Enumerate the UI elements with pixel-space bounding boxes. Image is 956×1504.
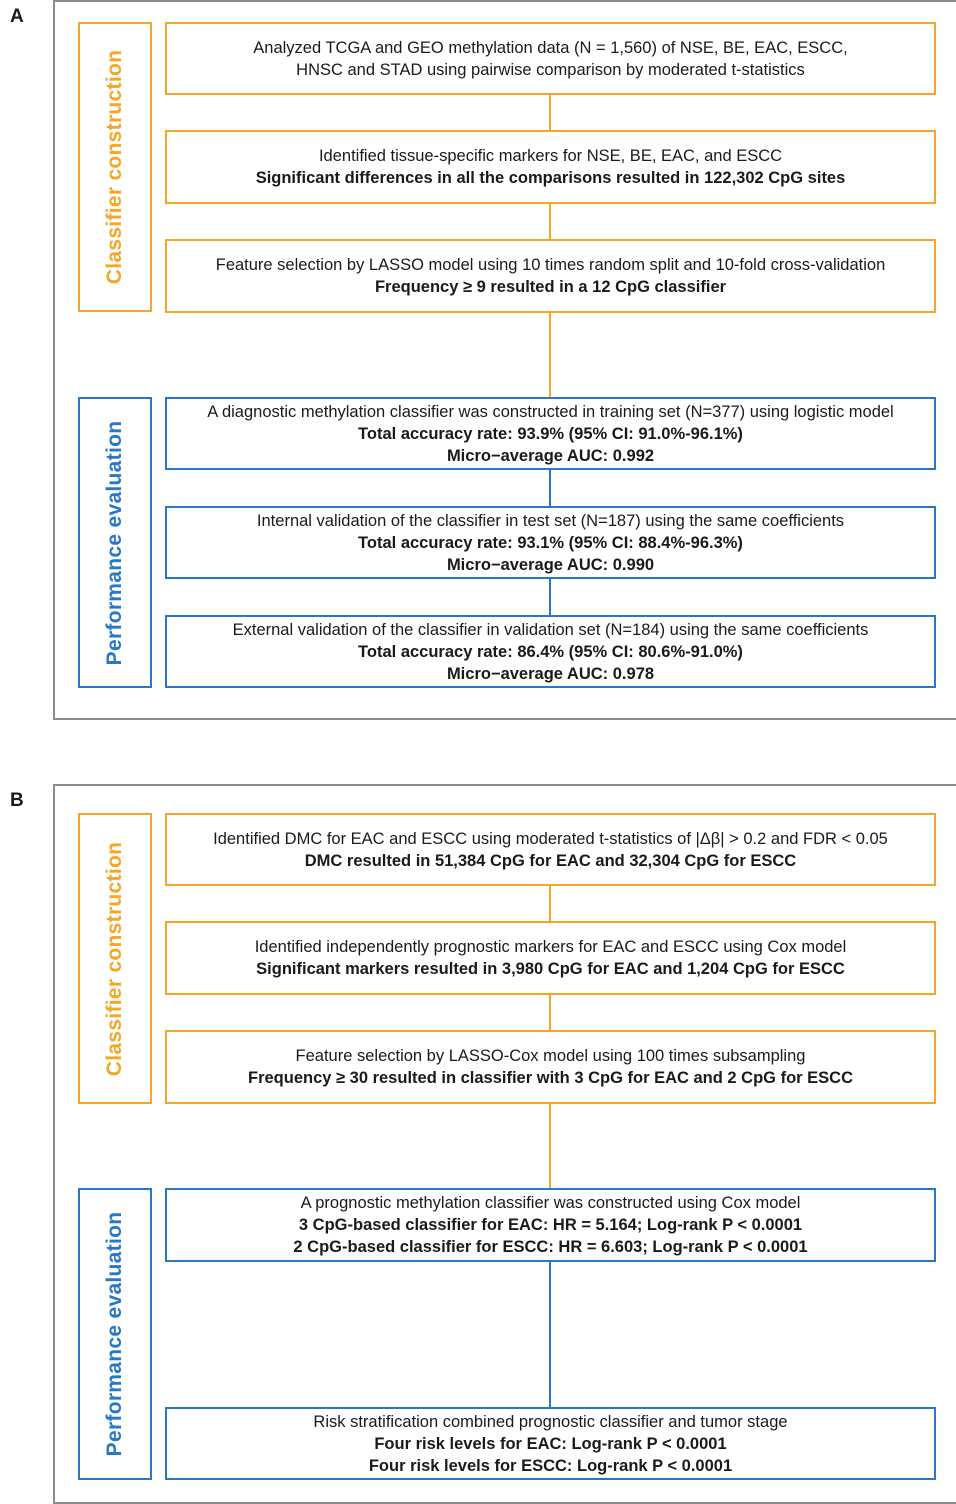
panel-a-frame (53, 0, 956, 720)
step-result: Four risk levels for EAC: Log-rank P < 0… (374, 1434, 727, 1453)
panel-a-step-external-validation: External validation of the classifier in… (165, 615, 936, 688)
accuracy-value: : 86.4% (95% CI: 80.6%-91.0%) (507, 642, 743, 661)
panel-b-connector (549, 1261, 551, 1408)
step-result: Significant markers resulted in 3,980 Cp… (256, 960, 845, 978)
panel-a-construction-group: Classifier construction (78, 22, 152, 312)
panel-a-step-training: A diagnostic methylation classifier was … (165, 397, 936, 470)
step-result: Frequency ≥ 9 resulted in a 12 CpG class… (374, 278, 727, 296)
step-result: Four risk levels for ESCC: Log-rank P < … (368, 1456, 733, 1475)
step-text: Identified DMC for EAC and ESCC using mo… (213, 829, 888, 848)
step-result: 3 CpG-based classifier for EAC: HR = 5.1… (298, 1216, 803, 1234)
panel-a-connector (549, 469, 551, 507)
accuracy-label: Total accuracy rate (358, 533, 508, 552)
panel-a-evaluation-group: Performance evaluation (78, 397, 152, 688)
panel-b-step-dmc: Identified DMC for EAC and ESCC using mo… (165, 813, 936, 886)
accuracy-value: : 93.9% (95% CI: 91.0%-96.1%) (507, 424, 743, 443)
step-result: DMC resulted in 51,384 CpG for EAC and 3… (304, 851, 797, 870)
step-text: Feature selection by LASSO model using 1… (215, 256, 886, 274)
auc-value: Micro−average AUC: 0.978 (446, 664, 655, 683)
panel-a-letter: A (10, 6, 24, 27)
panel-b-step-prognostic-markers: Identified independently prognostic mark… (165, 921, 936, 995)
accuracy-label: Total accuracy rate (358, 424, 508, 443)
panel-b-evaluation-label: Performance evaluation (103, 1211, 126, 1457)
panel-b-frame (53, 784, 956, 1504)
panel-a-connector (549, 203, 551, 241)
panel-b-step-feature-selection: Feature selection by LASSO-Cox model usi… (165, 1030, 936, 1104)
panel-b-step-prognostic-classifier: A prognostic methylation classifier was … (165, 1188, 936, 1262)
step-text: External validation of the classifier in… (232, 620, 869, 639)
step-text: Identified independently prognostic mark… (254, 938, 847, 956)
panel-a-connector (549, 312, 551, 398)
panel-b-construction-label: Classifier construction (103, 841, 126, 1076)
step-text: Identified tissue-specific markers for N… (318, 147, 783, 165)
panel-b-connector (549, 885, 551, 923)
step-result: Frequency ≥ 30 resulted in classifier wi… (247, 1069, 854, 1087)
panel-a-evaluation-label: Performance evaluation (103, 420, 126, 665)
panel-a-step-data-analysis: Analyzed TCGA and GEO methylation data (… (165, 22, 936, 95)
panel-b-letter: B (10, 790, 24, 811)
panel-a-step-tissue-markers: Identified tissue-specific markers for N… (165, 130, 936, 204)
step-text: A prognostic methylation classifier was … (300, 1194, 801, 1212)
panel-b-construction-group: Classifier construction (78, 813, 152, 1104)
step-text: A diagnostic methylation classifier was … (207, 402, 894, 421)
panel-b-connector (549, 994, 551, 1032)
panel-b-step-risk-stratification: Risk stratification combined prognostic … (165, 1407, 936, 1480)
auc-value: Micro−average AUC: 0.992 (446, 446, 655, 465)
panel-b-connector (549, 1103, 551, 1189)
step-text: HNSC and STAD using pairwise comparison … (296, 60, 805, 79)
panel-a-connector (549, 94, 551, 132)
step-text: Internal validation of the classifier in… (256, 511, 845, 530)
panel-a-connector (549, 578, 551, 616)
auc-value: Micro−average AUC: 0.990 (446, 555, 655, 574)
step-text: Analyzed TCGA and GEO methylation data (… (253, 38, 848, 57)
accuracy-value: : 93.1% (95% CI: 88.4%-96.3%) (507, 533, 743, 552)
accuracy-label: Total accuracy rate (358, 642, 508, 661)
step-result: Significant differences in all the compa… (255, 169, 846, 187)
panel-a-step-feature-selection: Feature selection by LASSO model using 1… (165, 239, 936, 313)
panel-a-construction-label: Classifier construction (103, 49, 126, 285)
panel-b-evaluation-group: Performance evaluation (78, 1188, 152, 1480)
panel-a-step-internal-validation: Internal validation of the classifier in… (165, 506, 936, 579)
step-text: Risk stratification combined prognostic … (313, 1412, 788, 1431)
step-result: 2 CpG-based classifier for ESCC: HR = 6.… (293, 1238, 808, 1256)
step-text: Feature selection by LASSO-Cox model usi… (295, 1047, 806, 1065)
